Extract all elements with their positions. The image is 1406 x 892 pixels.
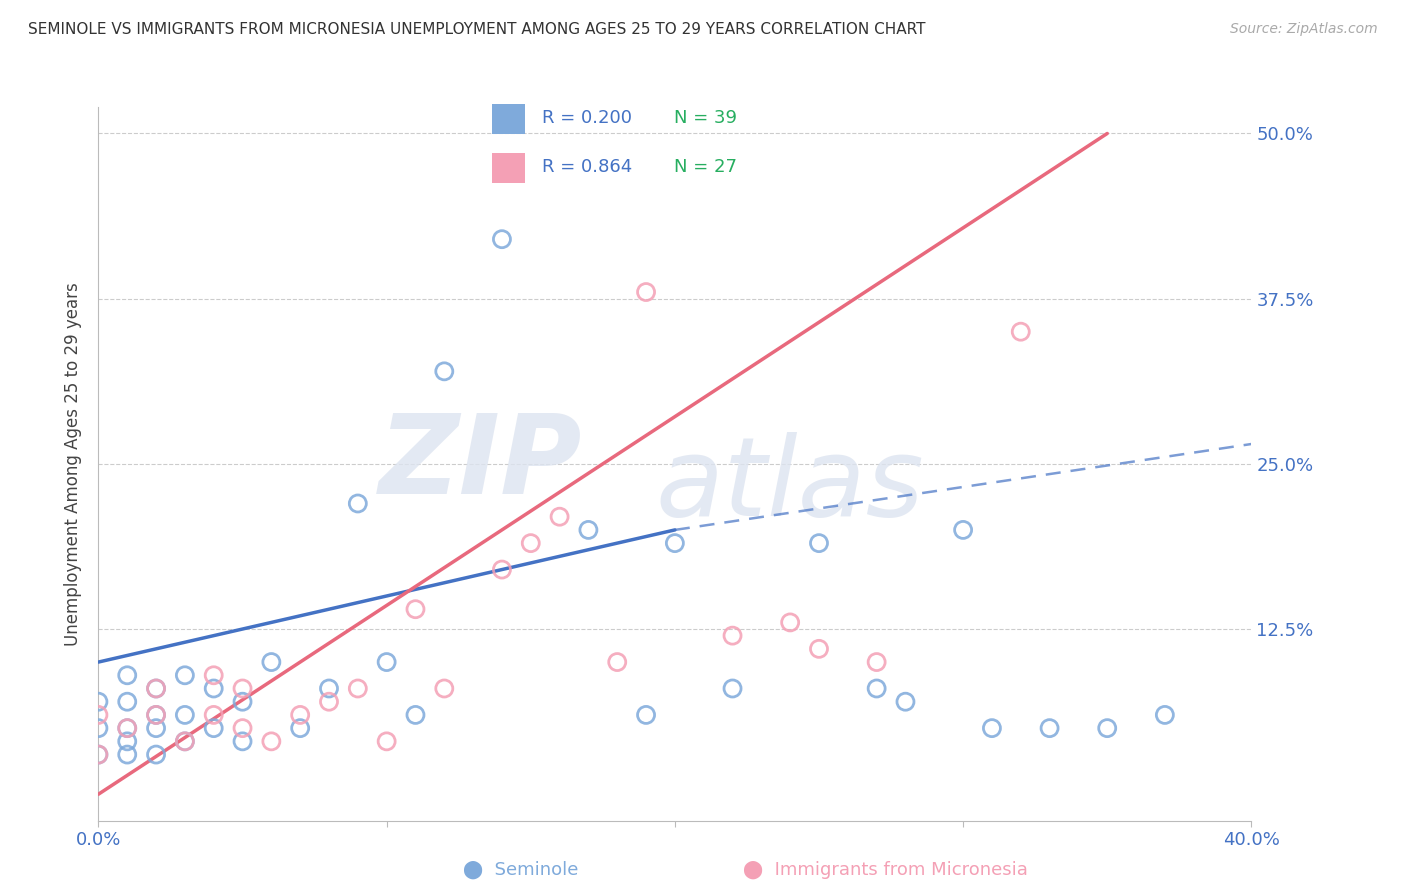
Point [117, 734, 139, 748]
Point [202, 707, 225, 722]
Point [174, 707, 197, 722]
Point [636, 285, 658, 299]
Point [87, 721, 110, 735]
Point [202, 681, 225, 696]
Point [290, 721, 312, 735]
Point [145, 681, 167, 696]
Point [606, 655, 628, 669]
Point [866, 655, 889, 669]
Point [1010, 325, 1032, 339]
Point [1038, 721, 1062, 735]
Point [117, 668, 139, 682]
Bar [492, 153, 526, 184]
Text: atlas: atlas [655, 432, 925, 539]
Point [721, 681, 744, 696]
Point [375, 734, 398, 748]
Point [231, 681, 254, 696]
Point [145, 707, 167, 722]
Point [145, 681, 167, 696]
Point [807, 536, 830, 550]
Point [117, 721, 139, 735]
Bar [492, 104, 526, 134]
Text: Source: ZipAtlas.com: Source: ZipAtlas.com [1230, 22, 1378, 37]
Point [491, 232, 513, 246]
Text: ⬤  Seminole: ⬤ Seminole [463, 860, 578, 879]
Point [145, 707, 167, 722]
Text: ZIP: ZIP [380, 410, 582, 517]
Point [779, 615, 801, 630]
Point [145, 747, 167, 762]
Point [174, 734, 197, 748]
Point [145, 721, 167, 735]
Point [405, 602, 427, 616]
Point [117, 721, 139, 735]
Point [346, 681, 368, 696]
Point [664, 536, 686, 550]
Point [231, 734, 254, 748]
Point [318, 695, 340, 709]
Point [231, 721, 254, 735]
Point [87, 707, 110, 722]
Point [548, 509, 571, 524]
Point [117, 695, 139, 709]
Point [721, 629, 744, 643]
Point [433, 681, 456, 696]
Point [260, 655, 283, 669]
Point [433, 364, 456, 378]
Point [346, 496, 368, 510]
Point [174, 668, 197, 682]
Text: ⬤  Immigrants from Micronesia: ⬤ Immigrants from Micronesia [744, 860, 1028, 879]
Point [636, 707, 658, 722]
Text: N = 27: N = 27 [673, 159, 737, 177]
Point [981, 721, 1004, 735]
Point [375, 655, 398, 669]
Point [1153, 707, 1175, 722]
Point [202, 668, 225, 682]
Point [405, 707, 427, 722]
Text: R = 0.200: R = 0.200 [543, 109, 633, 127]
Point [87, 747, 110, 762]
Text: SEMINOLE VS IMMIGRANTS FROM MICRONESIA UNEMPLOYMENT AMONG AGES 25 TO 29 YEARS CO: SEMINOLE VS IMMIGRANTS FROM MICRONESIA U… [28, 22, 925, 37]
Point [894, 695, 917, 709]
Point [952, 523, 974, 537]
Y-axis label: Unemployment Among Ages 25 to 29 years: Unemployment Among Ages 25 to 29 years [65, 282, 83, 646]
Text: R = 0.864: R = 0.864 [543, 159, 633, 177]
Point [174, 734, 197, 748]
Point [1097, 721, 1119, 735]
Text: N = 39: N = 39 [673, 109, 737, 127]
Point [117, 747, 139, 762]
Point [520, 536, 543, 550]
Point [260, 734, 283, 748]
Point [202, 721, 225, 735]
Point [807, 641, 830, 656]
Point [87, 695, 110, 709]
Point [87, 747, 110, 762]
Point [491, 563, 513, 577]
Point [866, 681, 889, 696]
Point [318, 681, 340, 696]
Point [578, 523, 600, 537]
Point [231, 695, 254, 709]
Point [290, 707, 312, 722]
